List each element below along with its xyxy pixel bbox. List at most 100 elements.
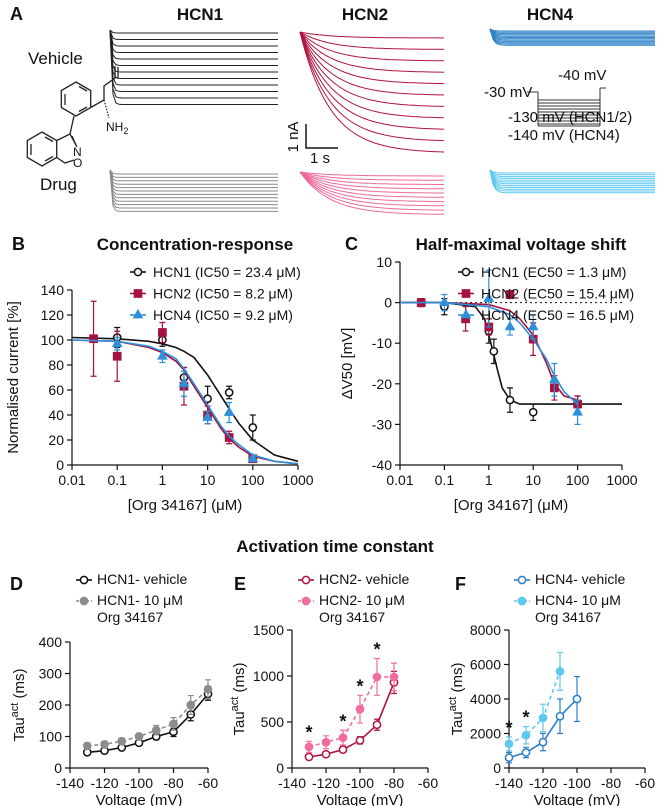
row-title: Vehicle — [28, 49, 83, 68]
y-tick-label: 0 — [54, 760, 62, 776]
legend-text: HCN4- 10 μM Org 34167 — [535, 592, 621, 625]
legend-marker — [301, 596, 311, 606]
marker — [338, 745, 348, 754]
panel-label: E — [234, 574, 246, 594]
y-tick-label: 20 — [48, 432, 64, 448]
y-tick-label: 200 — [39, 697, 63, 713]
x-tick-label: -120 — [312, 775, 340, 791]
marker — [338, 733, 348, 742]
x-tick-label: 100 — [566, 472, 590, 488]
y-tick-label: -10 — [372, 335, 392, 351]
y-tick-label: 0 — [276, 760, 284, 776]
amine: NH — [106, 120, 123, 134]
y-tick-label: -30 — [372, 416, 392, 432]
trace — [109, 29, 278, 34]
legend-label: HCN2- vehicle — [319, 571, 410, 587]
significance: * — [373, 640, 380, 660]
scale-label: 1 nA — [285, 122, 302, 153]
trace — [489, 169, 655, 190]
trace — [109, 169, 278, 199]
x-tick-label: 0.01 — [386, 472, 413, 488]
row-title: Drug — [40, 175, 77, 194]
trace — [489, 28, 655, 32]
x-tick-label: -120 — [90, 775, 118, 791]
chemical-structure — [26, 66, 119, 167]
legend-label: HCN2- 10 μM Org 34167 — [319, 592, 405, 625]
significance: * — [505, 718, 512, 738]
chart-title: Half-maximal voltage shift — [416, 235, 627, 254]
marker — [203, 684, 213, 694]
marker — [355, 704, 365, 714]
y-tick-label: 40 — [48, 407, 64, 423]
y-axis-label: ΔV50 [mV] — [339, 328, 356, 400]
series-line — [308, 676, 394, 748]
trace — [109, 169, 278, 206]
trace — [109, 29, 278, 53]
legend-label: HCN1- 10 μM Org 34167 — [97, 592, 183, 625]
trace — [299, 31, 445, 73]
trace — [489, 169, 655, 174]
trace — [109, 169, 278, 175]
legend-text: HCN2- vehicle — [319, 571, 410, 587]
legend-marker — [79, 596, 89, 606]
y-label-text: Tau — [231, 711, 248, 735]
trace — [299, 171, 444, 211]
x-tick-label: -100 — [563, 775, 591, 791]
trace — [489, 28, 655, 42]
x-axis-label: Voltage (mV) — [534, 792, 621, 806]
marker — [521, 748, 531, 757]
trace — [489, 169, 655, 181]
protocol-label: -130 mV (HCN1/2) — [508, 109, 632, 126]
legend-marker — [517, 575, 527, 585]
y-axis-label: Normalised current [%] — [5, 301, 22, 454]
marker — [100, 740, 109, 749]
legend-marker — [133, 267, 143, 277]
x-tick-label: -140 — [495, 775, 523, 791]
marker — [158, 328, 167, 337]
x-tick-label: -80 — [384, 775, 404, 791]
panel-label: A — [10, 4, 23, 24]
marker — [538, 713, 548, 723]
y-axis-label: Tauact (ms) — [229, 662, 248, 735]
legend-marker — [132, 308, 144, 319]
marker — [223, 406, 235, 416]
trace — [489, 28, 655, 35]
trace — [489, 28, 655, 45]
y-tick-label: 100 — [39, 729, 63, 745]
marker — [112, 351, 122, 361]
marker — [538, 737, 548, 747]
y-label-unit: (ms) — [231, 662, 248, 696]
marker — [372, 720, 382, 730]
marker — [504, 753, 514, 763]
significance: * — [356, 676, 363, 696]
legend-text: HCN2- 10 μM Org 34167 — [319, 592, 405, 625]
marker — [248, 423, 258, 432]
y-tick-label: 0 — [493, 760, 501, 776]
legend-label: HCN1 (IC50 = 23.4 μM) — [153, 264, 301, 280]
marker — [224, 388, 234, 397]
y-label-unit: (ms) — [11, 668, 28, 702]
legend-label: HCN4- vehicle — [535, 571, 625, 587]
fit-curve — [71, 336, 299, 463]
trace — [109, 29, 278, 86]
x-tick-label: -100 — [125, 775, 153, 791]
marker — [555, 711, 565, 721]
y-tick-label: 500 — [261, 714, 285, 730]
marker — [247, 452, 259, 463]
panel-label: C — [345, 234, 358, 254]
trace — [299, 31, 445, 119]
trace — [109, 169, 278, 185]
y-label-text: Tau — [11, 717, 28, 741]
trace — [109, 29, 278, 99]
legend-text: HCN1- 10 μM Org 34167 — [97, 592, 183, 625]
marker — [169, 719, 178, 729]
marker — [224, 433, 234, 442]
column-title: HCN2 — [342, 5, 388, 24]
marker — [372, 672, 382, 682]
trace — [299, 171, 445, 190]
trace — [109, 169, 278, 209]
trace — [299, 171, 444, 207]
legend-label: HCN4- 10 μM Org 34167 — [535, 592, 621, 625]
trace — [489, 169, 655, 179]
y-tick-label: 10 — [376, 254, 392, 270]
